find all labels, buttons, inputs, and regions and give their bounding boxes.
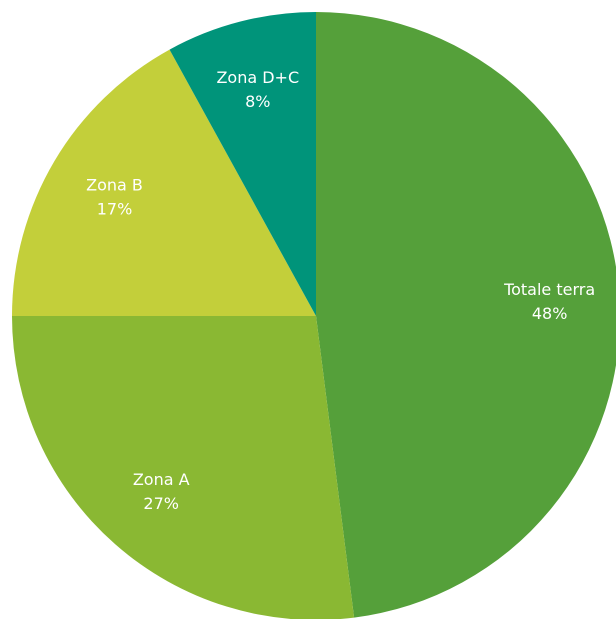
- slice-value-label: 27%: [143, 494, 179, 513]
- slice-value-label: 8%: [245, 92, 270, 111]
- slice-category-label: Totale terra: [503, 280, 595, 299]
- pie-slice: [12, 316, 355, 619]
- slice-category-label: Zona A: [133, 470, 190, 489]
- slice-category-label: Zona D+C: [216, 68, 299, 87]
- pie-slice: [316, 12, 616, 618]
- pie-slice: [12, 49, 316, 316]
- slice-category-label: Zona B: [86, 175, 143, 194]
- pie-slice: [169, 12, 316, 316]
- slice-value-label: 17%: [97, 199, 133, 218]
- slice-value-label: 48%: [532, 304, 568, 323]
